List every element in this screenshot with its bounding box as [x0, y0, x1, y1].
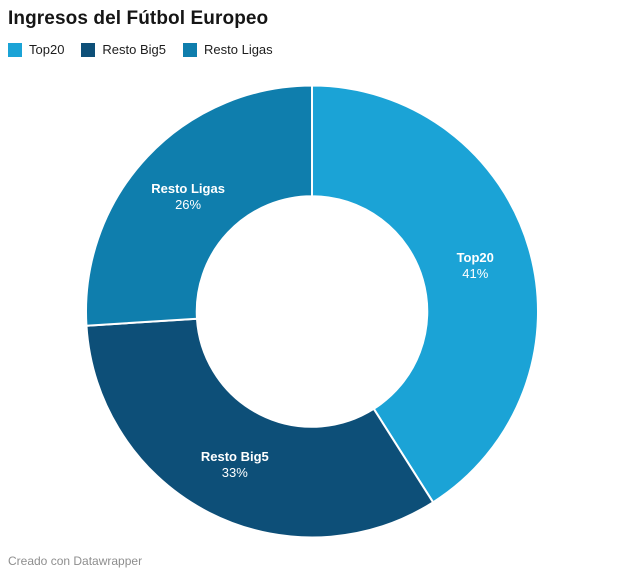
legend-item-resto-ligas: Resto Ligas: [183, 42, 273, 57]
slice-label-resto-big5: Resto Big5 33%: [201, 449, 269, 480]
donut-slice-resto-big5[interactable]: [85, 317, 435, 539]
legend: Top20 Resto Big5 Resto Ligas: [8, 42, 273, 57]
attribution: Creado con Datawrapper: [8, 554, 143, 568]
slice-label-top20: Top20 41%: [457, 250, 494, 281]
chart-title: Ingresos del Fútbol Europeo: [8, 8, 269, 29]
legend-label: Resto Ligas: [204, 42, 273, 57]
slice-label-resto-ligas: Resto Ligas 26%: [151, 181, 225, 212]
legend-label: Top20: [29, 42, 65, 57]
donut-slice-resto-ligas[interactable]: [85, 84, 313, 327]
donut-slice-top20[interactable]: [311, 84, 539, 504]
legend-label: Resto Big5: [102, 42, 167, 57]
legend-item-resto-big5: Resto Big5: [81, 42, 166, 57]
legend-swatch-icon: [183, 42, 198, 57]
legend-swatch-icon: [81, 42, 96, 57]
legend-item-top20: Top20: [8, 42, 64, 57]
legend-swatch-icon: [8, 42, 22, 57]
